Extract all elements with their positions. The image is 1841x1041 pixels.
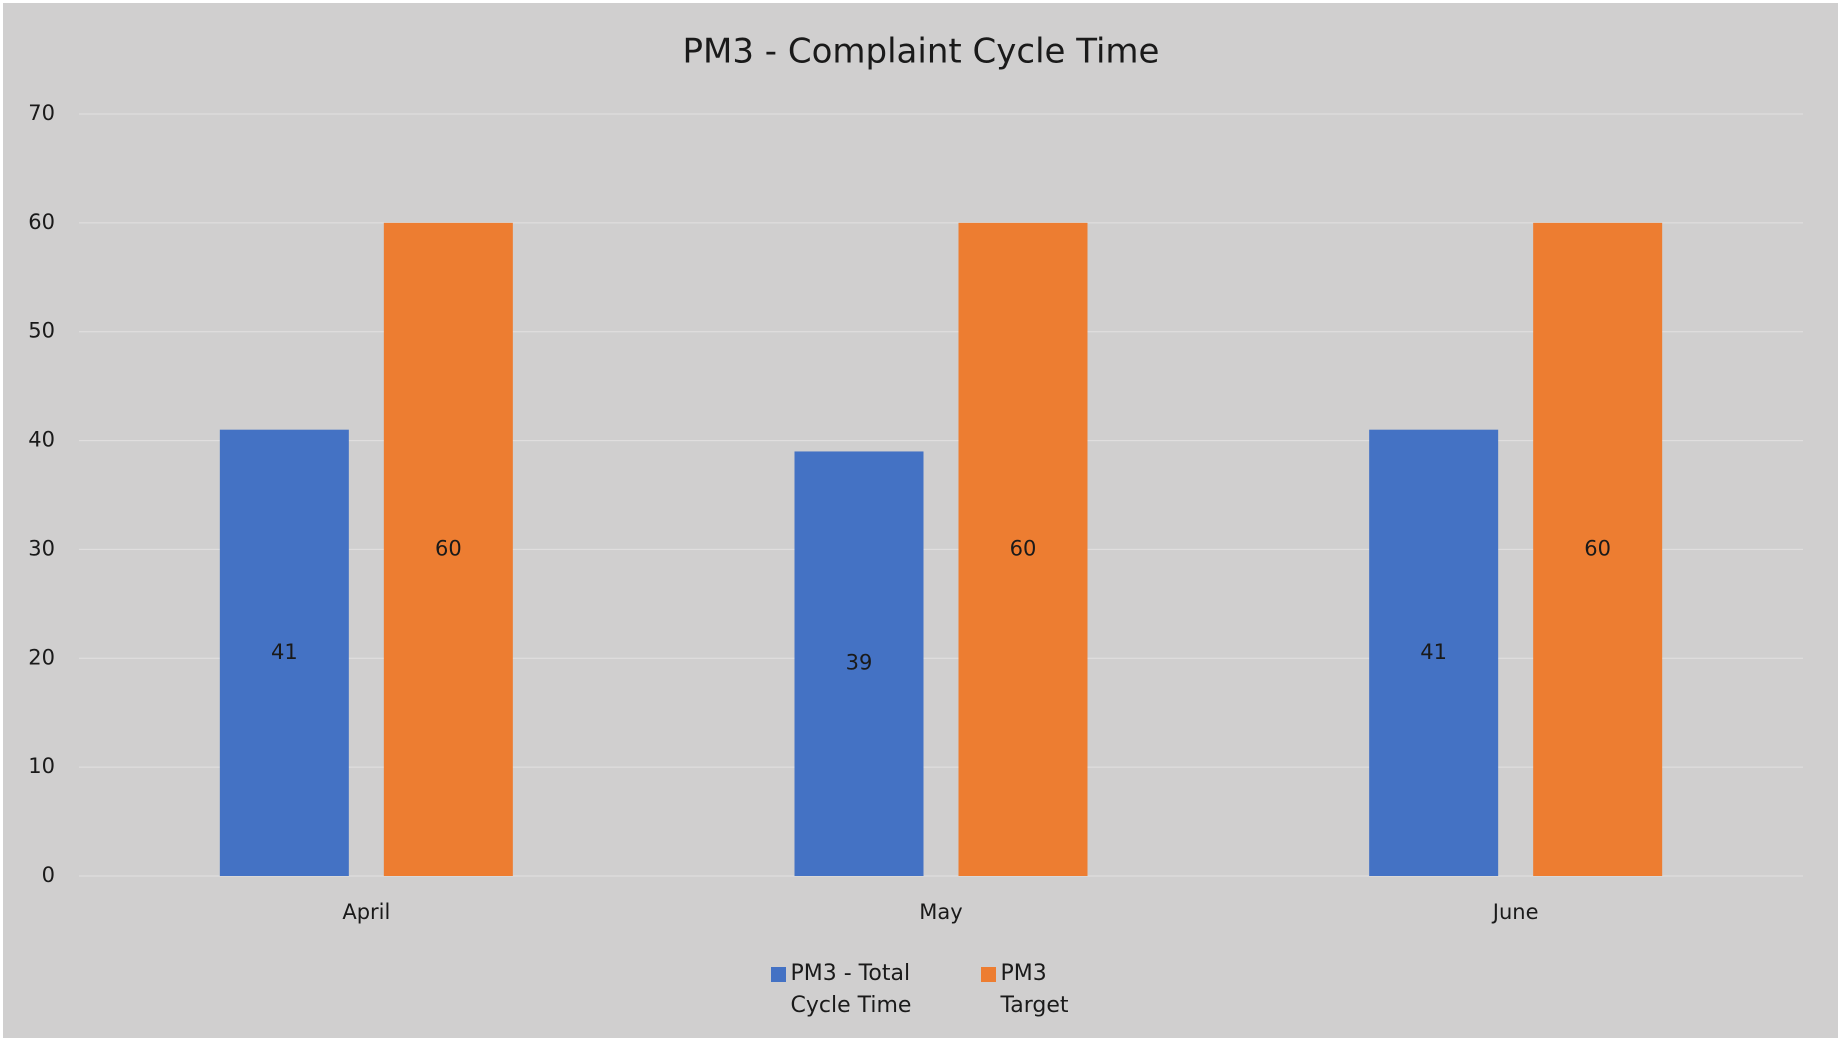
y-tick-label: 40 [28,428,55,452]
x-tick-label: May [919,900,962,924]
legend-label: PM3 - Total Cycle Time [790,961,912,1018]
y-tick-label: 20 [28,645,55,669]
y-tick-label: 50 [28,319,55,343]
legend: PM3 - Total Cycle Time PM3 Target [3,958,1838,1022]
y-tick-label: 10 [28,754,55,778]
legend-swatch [980,967,996,982]
legend-item: PM3 Target [980,958,1071,1022]
data-label: 39 [846,651,873,675]
x-tick-label: June [1491,900,1539,924]
legend-swatch [770,967,786,982]
data-label: 41 [271,640,298,664]
y-tick-label: 70 [28,101,55,125]
bar [794,451,924,876]
y-tick-label: 60 [28,210,55,234]
bar [219,429,349,876]
bar [383,222,513,876]
data-label: 60 [1584,536,1611,560]
chart-title: PM3 - Complaint Cycle Time [683,32,1160,72]
legend-label: PM3 Target [1000,961,1069,1018]
data-label: 60 [1010,536,1037,560]
y-tick-label: 0 [42,863,55,887]
chart-area: PM3 - Complaint Cycle Time 0 10 20 30 40 50 60… [3,3,1838,1038]
data-label: 41 [1420,640,1447,664]
chart: PM3 - Complaint Cycle Time 0 10 20 30 40 50 60… [28,32,1803,924]
legend-item: PM3 - Total Cycle Time [770,958,951,1022]
data-label: 60 [435,536,462,560]
bar [958,222,1088,876]
bar [1369,429,1499,876]
bar [1533,222,1663,876]
y-tick-label: 30 [28,536,55,560]
x-tick-label: April [342,900,390,924]
